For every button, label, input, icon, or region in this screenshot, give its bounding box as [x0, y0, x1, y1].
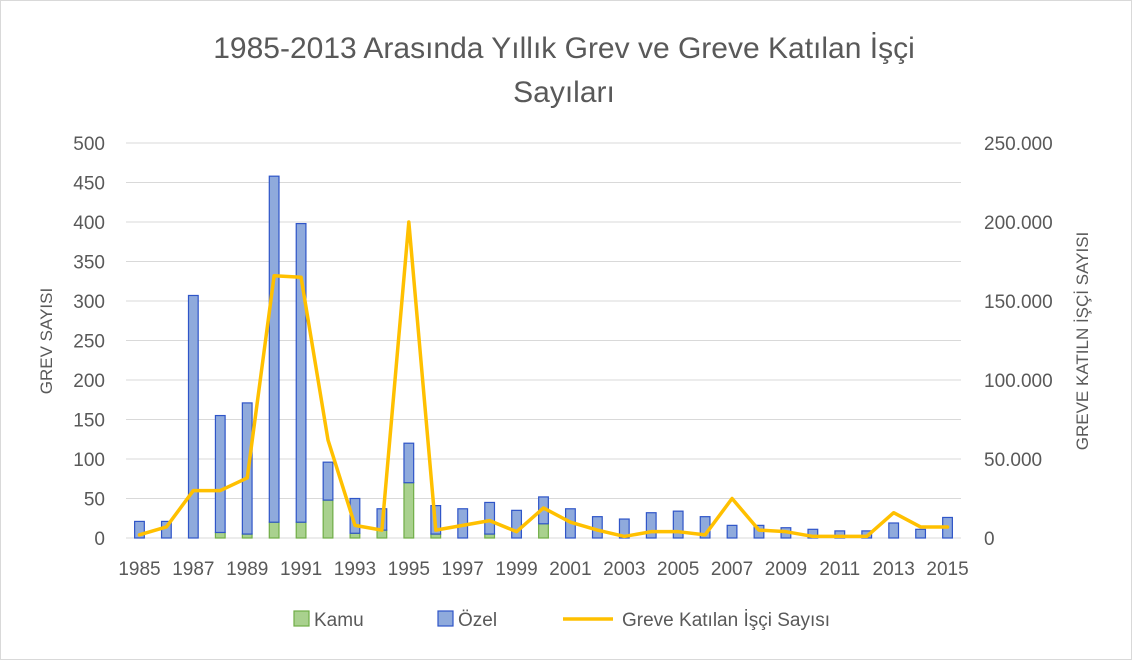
right-axis-ticks: 0 50.000 100.000 150.000 200.000 250.000	[984, 134, 1053, 550]
legend-label-ozel: Özel	[458, 610, 497, 631]
bars	[134, 175, 953, 539]
bar--zel-1995	[403, 442, 415, 484]
legend-label-isci: Greve Katılan İşçi Sayısı	[622, 610, 830, 631]
x-axis-tick-label: 1991	[280, 559, 322, 580]
bar--zel-1991	[295, 222, 307, 523]
bar-kamu-1991	[295, 521, 307, 539]
left-axis-title: GREV SAYISI	[37, 288, 56, 394]
right-axis-tick-label: 250.000	[984, 134, 1053, 155]
left-axis-tick-label: 50	[84, 490, 105, 511]
x-axis-tick-label: 1999	[495, 559, 537, 580]
left-axis-tick-label: 100	[73, 450, 105, 471]
x-axis-tick-label: 2013	[873, 559, 915, 580]
legend: Kamu Özel Greve Katılan İşçi Sayısı	[293, 610, 830, 631]
x-axis-tick-label: 1995	[388, 559, 430, 580]
chart-title-line-1: 1985-2013 Arasında Yıllık Grev ve Greve …	[213, 32, 914, 65]
bar--zel-1987	[187, 294, 199, 539]
x-axis-tick-label: 2009	[765, 559, 807, 580]
left-axis-tick-label: 0	[94, 529, 105, 550]
bar--zel-1985	[134, 520, 145, 539]
left-axis-tick-label: 450	[73, 174, 105, 195]
x-axis-ticks: 1985 1987 1989 1991 1993 1995 1997 1999 2001 2003…	[118, 559, 968, 580]
left-axis-tick-label: 250	[73, 332, 105, 353]
bar--zel-2007	[726, 524, 738, 539]
left-axis-tick-label: 300	[73, 292, 105, 313]
x-axis-tick-label: 1989	[226, 559, 268, 580]
x-axis-tick-label: 2003	[603, 559, 645, 580]
x-axis-tick-label: 2011	[819, 559, 860, 580]
bar--zel-1998	[484, 501, 496, 535]
x-axis-tick-label: 2007	[711, 559, 753, 580]
bar--zel-1990	[268, 175, 280, 523]
right-axis-tick-label: 0	[984, 529, 995, 550]
bar-kamu-2000	[538, 523, 549, 539]
right-axis-tick-label: 100.000	[984, 371, 1053, 392]
left-axis-tick-label: 200	[73, 371, 105, 392]
legend-swatch-kamu	[293, 610, 310, 627]
x-axis-tick-label: 1987	[172, 559, 214, 580]
right-axis-tick-label: 150.000	[984, 292, 1053, 313]
bar--zel-1992	[322, 461, 334, 501]
x-axis-tick-label: 1993	[334, 559, 376, 580]
line-workers-count	[137, 220, 950, 539]
left-axis-tick-label: 150	[73, 411, 105, 432]
left-axis-tick-label: 400	[73, 213, 105, 234]
x-axis-tick-label: 2015	[926, 559, 968, 580]
bar--zel-2013	[888, 522, 900, 539]
bar--zel-2004	[645, 512, 657, 539]
bar--zel-1988	[214, 414, 226, 534]
bar--zel-1999	[511, 509, 523, 539]
x-axis-tick-label: 2005	[657, 559, 699, 580]
bar--zel-2005	[672, 510, 684, 539]
legend-swatch-ozel	[437, 610, 454, 627]
bar--zel-2014	[915, 528, 927, 539]
bar--zel-1993	[349, 497, 361, 534]
right-axis-tick-label: 200.000	[984, 213, 1053, 234]
left-axis-ticks: 0 50 100 150 200 250 300 350 400 450 500	[73, 134, 105, 550]
left-axis-tick-label: 500	[73, 134, 105, 155]
chart-title-line-2: Sayıları	[513, 76, 615, 109]
x-axis-tick-label: 1985	[118, 559, 160, 580]
bar-kamu-1988	[214, 531, 226, 539]
bar-kamu-1993	[349, 532, 361, 539]
bar-kamu-1992	[322, 499, 334, 539]
right-axis-title: GREVE KATILN İŞÇİ SAYISI	[1073, 232, 1092, 451]
bar-kamu-1995	[403, 482, 415, 539]
bar-kamu-1990	[268, 521, 280, 539]
left-axis-tick-label: 350	[73, 253, 105, 274]
legend-label-kamu: Kamu	[314, 610, 364, 631]
x-axis-tick-label: 2001	[549, 559, 591, 580]
x-axis-tick-label: 1997	[442, 559, 484, 580]
right-axis-tick-label: 50.000	[984, 450, 1042, 471]
line-series	[137, 220, 950, 539]
